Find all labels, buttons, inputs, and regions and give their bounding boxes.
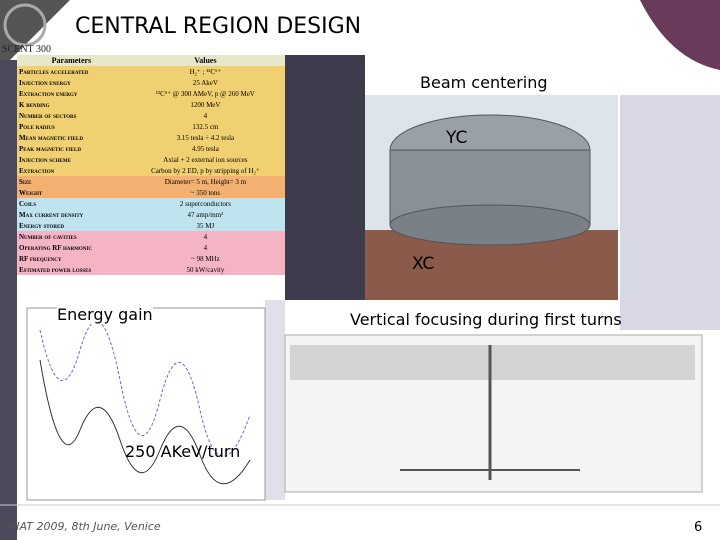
table-row: Weight ~ 350 tons (17, 187, 285, 198)
table-cell: 35 MJ (196, 221, 215, 230)
table-cell: 3.15 tesla ÷ 4.2 tesla (176, 133, 235, 142)
table-row: Extraction Carbon by 2 ED, p by stripping… (17, 165, 285, 176)
table-cell: Axial + 2 external ion sources (163, 155, 248, 164)
label: XC (412, 254, 435, 274)
table-cell: 4 (203, 243, 208, 252)
table-cell: Number of cavities (19, 232, 77, 241)
table-cell: H₂⁺ ; ¹²C⁶⁺ (189, 67, 222, 76)
table-row: Size Diameter= 5 m, Height= 3 m (17, 176, 285, 187)
table-cell: Number of sectors (19, 111, 77, 120)
table-cell: Energy stored (19, 221, 64, 230)
table-cell: Coils (19, 199, 37, 208)
table-row: Mean magnetic field 3.15 tesla ÷ 4.2 tesl… (17, 132, 285, 143)
label: YC (446, 128, 468, 148)
table-row: Number of sectors 4 (17, 110, 285, 121)
table-cell: Diameter= 5 m, Height= 3 m (164, 177, 247, 186)
column-header: Parameters (17, 55, 126, 66)
table-cell: Carbon by 2 ED, p by stripping of H₂⁺ (151, 166, 260, 175)
label: 250 AKeV/turn (125, 442, 241, 461)
slide-title: CENTRAL REGION DESIGN (75, 14, 362, 39)
column-header: Values (125, 55, 285, 66)
table-cell: 1200 MeV (190, 100, 221, 109)
table-row: Injection energy 25 AkeV (17, 77, 285, 88)
table-row: Coils 2 superconductors (17, 198, 285, 209)
table-cell: Operating RF harmonic (19, 243, 92, 252)
table-cell: Weight (19, 188, 43, 197)
table-cell: 25 AkeV (192, 78, 218, 87)
table-cell: K bending (19, 100, 50, 109)
header-row: Parameters Values (17, 55, 285, 66)
table-cell: 4 (203, 111, 208, 120)
table-row: Pole radius 132.5 cm (17, 121, 285, 132)
table-row: Peak magnetic field 4.95 tesla (17, 143, 285, 154)
table-cell: 132.5 cm (192, 122, 219, 131)
table-cell: Extraction energy (19, 89, 78, 98)
table-cell: Mean magnetic field (19, 133, 84, 142)
table-cell: Injection energy (19, 78, 71, 87)
page-number: 6 (694, 520, 703, 535)
table-cell: 4 (203, 232, 208, 241)
table-row: Estimated power losses 50 kW/cavity (17, 264, 285, 275)
parameter-table: Parameters Values Particles accelerated H₂⁺… (17, 55, 285, 275)
table-row: Injection scheme Axial + 2 external ion s… (17, 154, 285, 165)
table-row: Energy stored 35 MJ (17, 220, 285, 231)
table-cell: 50 kW/cavity (186, 265, 225, 274)
table-cell: Peak magnetic field (19, 144, 81, 153)
table-cell: Particles accelerated (19, 67, 89, 76)
table-cell: ¹²C⁶⁺ @ 300 AMeV, p @ 260 MeV (155, 89, 255, 98)
table-row: RF frequency ~ 98 MHz (17, 253, 285, 264)
logo: SCENT 300 (2, 44, 51, 55)
table-row: Max current density 47 amp/mm² (17, 209, 285, 220)
table-row: Particles accelerated H₂⁺ ; ¹²C⁶⁺ (17, 66, 285, 77)
table-cell: Max current density (19, 210, 84, 219)
footer: HIAT 2009, 8th June, Venice (8, 520, 161, 533)
table-cell: RF frequency (19, 254, 62, 263)
table-cell: 2 superconductors (179, 199, 231, 208)
table-cell: Size (19, 177, 32, 186)
table-cell: Estimated power losses (19, 265, 92, 274)
table-cell: Pole radius (19, 122, 55, 131)
label: Energy gain (57, 305, 153, 324)
table-cell: ~ 350 tons (190, 188, 221, 197)
table-row: K bending 1200 MeV (17, 99, 285, 110)
table-cell: 4.95 tesla (191, 144, 219, 153)
label: Vertical focusing during first turns (350, 310, 622, 329)
table-cell: 47 amp/mm² (187, 210, 224, 219)
table-row: Extraction energy ¹²C⁶⁺ @ 300 AMeV, p @ 2… (17, 88, 285, 99)
table-cell: Injection scheme (19, 155, 71, 164)
plot-image (26, 307, 266, 501)
table-row: Operating RF harmonic 4 (17, 242, 285, 253)
table-row: Number of cavities 4 (17, 231, 285, 242)
label: Beam centering (420, 73, 548, 92)
table-cell: ~ 98 MHz (191, 254, 220, 263)
table-cell: Extraction (19, 166, 55, 175)
